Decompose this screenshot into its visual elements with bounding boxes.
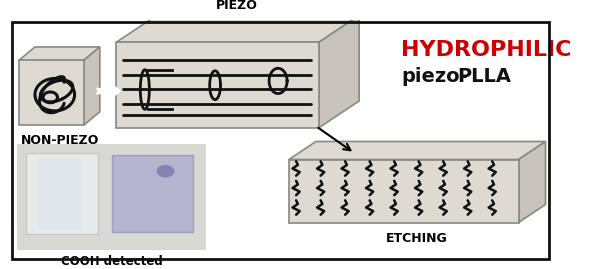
- Polygon shape: [84, 47, 100, 125]
- Text: NON-PIEZO: NON-PIEZO: [20, 134, 99, 147]
- Polygon shape: [116, 43, 318, 128]
- Polygon shape: [318, 15, 359, 128]
- Bar: [17, 144, 206, 250]
- Polygon shape: [289, 160, 518, 222]
- Ellipse shape: [157, 165, 175, 178]
- Text: HYDROPHILIC: HYDROPHILIC: [402, 40, 572, 60]
- Polygon shape: [289, 141, 545, 160]
- Text: ETCHING: ETCHING: [386, 232, 448, 245]
- Bar: [26, 153, 98, 234]
- Polygon shape: [116, 15, 359, 43]
- Bar: [37, 158, 82, 230]
- Bar: [111, 155, 193, 232]
- Polygon shape: [19, 47, 100, 61]
- Text: PLLA: PLLA: [458, 67, 511, 86]
- Text: piezo-: piezo-: [402, 67, 468, 86]
- Polygon shape: [518, 141, 545, 222]
- Text: PIEZO: PIEZO: [216, 0, 258, 12]
- Polygon shape: [19, 61, 84, 125]
- Text: COOH detected: COOH detected: [61, 255, 163, 268]
